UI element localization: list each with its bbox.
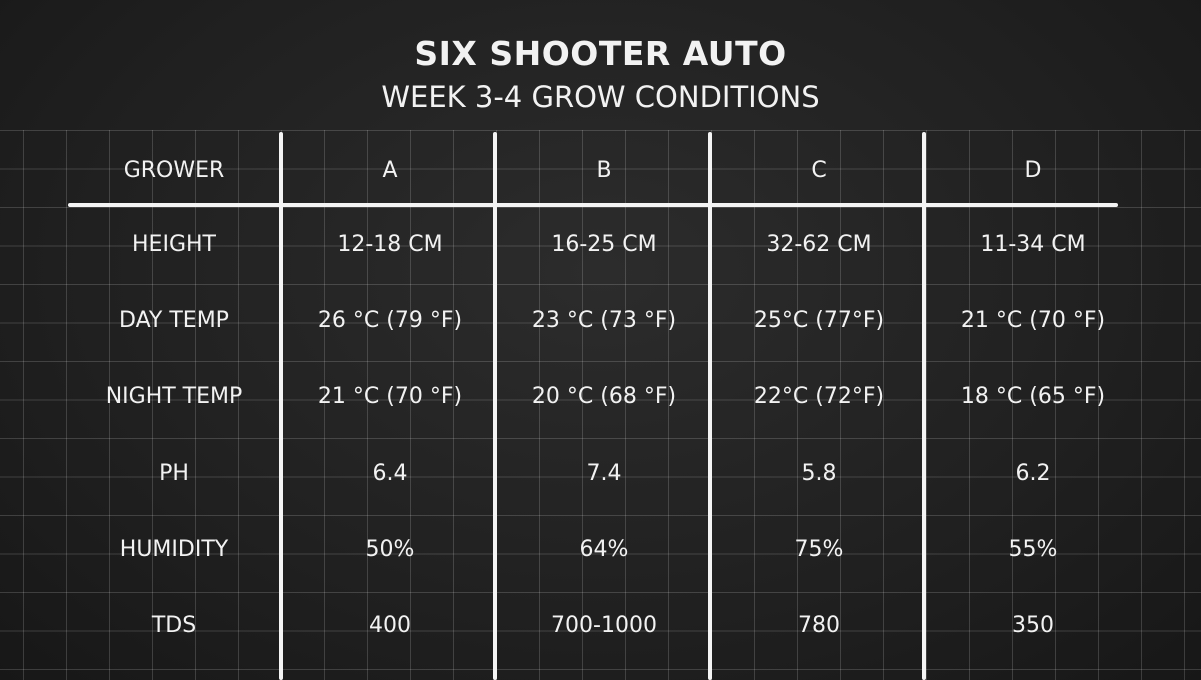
table-cell: 32-62 CM [766, 232, 872, 257]
table-cell: 12-18 CM [337, 232, 443, 257]
row-label: HUMIDITY [119, 537, 229, 562]
table-cell: 5.8 [801, 461, 837, 486]
table-cell: 75% [794, 537, 844, 562]
table-cell: 64% [579, 537, 629, 562]
table-cell: 20 °C (68 °F) [531, 384, 677, 409]
grid-pattern [0, 130, 1201, 680]
table-cell: 6.4 [372, 461, 408, 486]
table-cell: 6.2 [1015, 461, 1051, 486]
table-cell: 21 °C (70 °F) [317, 384, 463, 409]
page-subtitle: WEEK 3-4 GROW CONDITIONS [381, 80, 820, 114]
header-grower: C [811, 158, 827, 183]
row-label: TDS [151, 613, 197, 638]
table-cell: 26 °C (79 °F) [317, 308, 463, 333]
table-cell: 50% [365, 537, 415, 562]
row-label: HEIGHT [132, 232, 216, 257]
column-divider [279, 132, 283, 680]
header-divider [68, 203, 1118, 207]
header-grower: B [596, 158, 612, 183]
column-divider [708, 132, 712, 680]
table-cell: 55% [1008, 537, 1058, 562]
column-divider [493, 132, 497, 680]
header-label: GROWER [123, 158, 225, 183]
table-cell: 700-1000 [551, 613, 657, 638]
table-cell: 22°C (72°F) [753, 384, 885, 409]
table-cell: 7.4 [586, 461, 622, 486]
table-cell: 350 [1012, 613, 1054, 638]
table-cell: 25°C (77°F) [753, 308, 885, 333]
row-label: PH [159, 461, 189, 486]
row-label: DAY TEMP [119, 308, 229, 333]
table-cell: 21 °C (70 °F) [960, 308, 1106, 333]
table-cell: 11-34 CM [980, 232, 1086, 257]
table-cell: 780 [798, 613, 840, 638]
table-cell: 16-25 CM [551, 232, 657, 257]
header-grower: A [382, 158, 398, 183]
page-title: SIX SHOOTER AUTO [414, 34, 787, 73]
table-cell: 400 [369, 613, 411, 638]
column-divider [922, 132, 926, 680]
header-grower: D [1024, 158, 1042, 183]
row-label: NIGHT TEMP [105, 384, 243, 409]
table-cell: 23 °C (73 °F) [531, 308, 677, 333]
table-cell: 18 °C (65 °F) [960, 384, 1106, 409]
